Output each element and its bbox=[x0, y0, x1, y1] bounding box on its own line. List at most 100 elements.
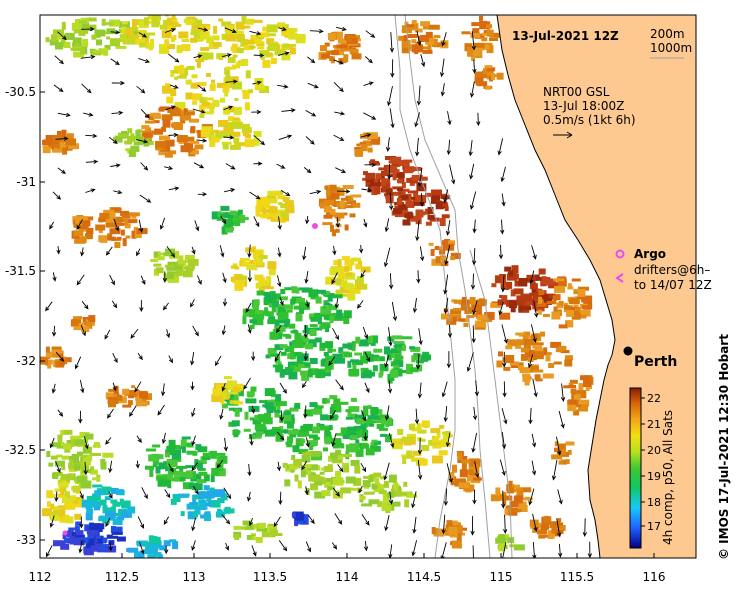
sst-pixel bbox=[396, 347, 402, 352]
sst-pixel bbox=[370, 407, 379, 415]
sst-pixel bbox=[267, 319, 277, 325]
sst-pixel bbox=[456, 525, 463, 534]
sst-pixel bbox=[513, 288, 524, 295]
current-arrow bbox=[530, 324, 537, 343]
sst-pixel bbox=[381, 178, 386, 187]
sst-pixel bbox=[471, 22, 480, 27]
current-arrow bbox=[335, 26, 347, 31]
sst-pixel bbox=[461, 461, 467, 470]
sst-pixel bbox=[128, 37, 137, 45]
current-arrow bbox=[501, 490, 506, 509]
sst-pixel bbox=[405, 24, 415, 28]
sst-pixel bbox=[271, 530, 279, 535]
sst-pixel bbox=[350, 459, 360, 466]
sst-pixel bbox=[257, 310, 269, 314]
sst-pixel bbox=[531, 288, 540, 297]
current-arrow bbox=[472, 59, 477, 74]
sst-pixel bbox=[291, 352, 303, 357]
sst-pixel bbox=[251, 533, 256, 537]
sst-pixel bbox=[352, 360, 363, 366]
sst-pixel bbox=[284, 200, 294, 208]
current-arrow bbox=[253, 135, 266, 146]
sst-pixel bbox=[404, 213, 414, 219]
sst-pixel bbox=[267, 261, 277, 270]
sst-pixel bbox=[58, 358, 65, 366]
sst-pixel bbox=[284, 430, 288, 434]
sst-pixel bbox=[156, 476, 167, 480]
current-arrow bbox=[169, 84, 179, 89]
sst-pixel bbox=[484, 65, 493, 69]
sst-pixel bbox=[223, 106, 231, 115]
sst-pixel bbox=[525, 496, 530, 500]
sst-pixel bbox=[71, 500, 83, 508]
sst-pixel bbox=[280, 203, 288, 209]
sst-pixel bbox=[357, 429, 363, 438]
sst-pixel bbox=[517, 341, 523, 345]
sst-pixel bbox=[189, 118, 199, 123]
sst-pixel bbox=[159, 106, 170, 111]
sst-pixel bbox=[236, 48, 244, 53]
current-arrow bbox=[197, 192, 208, 197]
sst-pixel bbox=[190, 150, 199, 155]
sst-pixel bbox=[401, 39, 411, 48]
sst-pixel bbox=[82, 38, 89, 47]
current-scale-label: 0.5m/s (1kt 6h) bbox=[543, 113, 636, 127]
current-arrow bbox=[55, 351, 65, 362]
current-arrow bbox=[222, 272, 227, 284]
sst-pixel bbox=[349, 48, 359, 54]
sst-pixel bbox=[174, 102, 180, 108]
sst-pixel bbox=[249, 319, 258, 324]
sst-pixel bbox=[252, 317, 264, 326]
sst-pixel bbox=[254, 82, 260, 91]
sst-pixel bbox=[86, 508, 94, 514]
sst-pixel bbox=[345, 205, 354, 209]
sst-pixel bbox=[402, 336, 413, 340]
sst-pixel bbox=[287, 305, 293, 309]
sst-pixel bbox=[185, 470, 193, 479]
sst-pixel bbox=[221, 21, 232, 27]
current-arrow bbox=[470, 516, 475, 536]
sst-pixel bbox=[83, 548, 94, 556]
sst-pixel bbox=[86, 321, 93, 329]
sst-pixel bbox=[321, 358, 326, 367]
sst-pixel bbox=[85, 502, 93, 509]
isobaths bbox=[394, 15, 513, 558]
sst-pixel bbox=[230, 46, 241, 51]
sst-pixel bbox=[134, 551, 138, 558]
sst-pixel bbox=[297, 363, 305, 368]
sst-pixel bbox=[206, 37, 215, 44]
sst-pixel bbox=[182, 270, 193, 278]
sst-pixel bbox=[151, 21, 161, 25]
sst-pixel bbox=[503, 281, 513, 289]
sst-pixel bbox=[499, 312, 511, 320]
sst-pixel bbox=[403, 481, 408, 487]
sst-pixel bbox=[425, 31, 433, 38]
lat-tick-label: -33 bbox=[16, 533, 36, 547]
sst-pixel bbox=[255, 208, 261, 217]
sst-pixel bbox=[486, 45, 494, 54]
sst-pixel bbox=[66, 133, 74, 140]
sst-pixel bbox=[70, 435, 82, 443]
sst-pixel bbox=[580, 375, 589, 381]
sst-pixel bbox=[106, 28, 116, 34]
sst-pixel bbox=[233, 393, 239, 401]
sst-pixel bbox=[427, 207, 434, 214]
sst-pixel bbox=[320, 414, 329, 421]
sst-pixel bbox=[360, 355, 369, 364]
lon-tick-label: 114 bbox=[336, 570, 359, 584]
sst-pixel bbox=[222, 131, 232, 138]
sst-pixel bbox=[77, 225, 88, 230]
sst-pixel bbox=[217, 389, 228, 396]
sst-pixel bbox=[153, 251, 158, 257]
sst-pixel bbox=[209, 83, 216, 91]
current-arrow bbox=[274, 350, 281, 363]
sst-pixel bbox=[130, 133, 135, 137]
current-arrow bbox=[332, 245, 337, 256]
sst-pixel bbox=[342, 343, 353, 349]
sst-pixel bbox=[546, 352, 552, 356]
current-arrow bbox=[196, 275, 202, 285]
sst-pixel bbox=[567, 404, 577, 412]
current-arrow bbox=[390, 59, 395, 78]
sst-pixel bbox=[402, 344, 406, 351]
